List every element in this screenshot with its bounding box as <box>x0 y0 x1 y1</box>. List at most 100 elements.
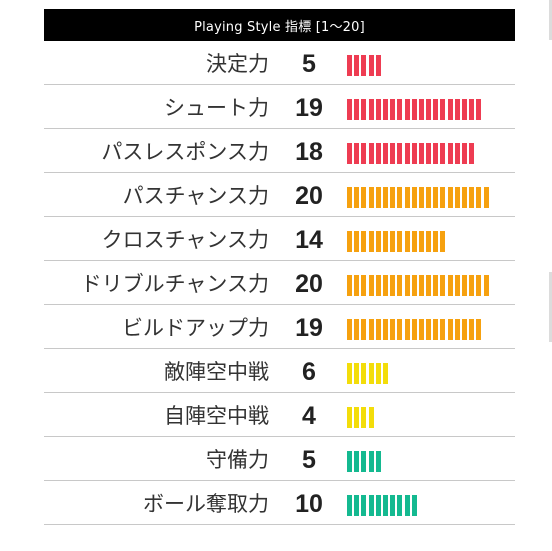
bar-segment <box>375 55 381 76</box>
stat-row: クロスチャンス力 14 <box>44 217 515 261</box>
bar-segment <box>382 275 388 296</box>
bar-segment <box>361 187 367 208</box>
bar-segment <box>404 275 410 296</box>
stat-bar <box>347 231 448 252</box>
bar-segment <box>361 55 367 76</box>
stat-row: 自陣空中戦 4 <box>44 393 515 437</box>
bar-segment <box>447 275 453 296</box>
right-edge-divider-mid <box>549 272 552 342</box>
stat-bar <box>347 99 484 120</box>
stat-value: 14 <box>295 226 323 254</box>
bar-segment <box>411 319 417 340</box>
bar-segment <box>361 451 367 472</box>
bar-segment <box>375 143 381 164</box>
bar-segment <box>433 99 439 120</box>
bar-segment <box>375 495 381 516</box>
bar-segment <box>375 319 381 340</box>
stat-value: 5 <box>302 446 316 474</box>
bar-segment <box>375 187 381 208</box>
bar-segment <box>483 187 489 208</box>
bar-segment <box>382 495 388 516</box>
bar-segment <box>347 407 352 428</box>
stat-bar <box>347 275 491 296</box>
bar-segment <box>447 187 453 208</box>
stat-label: 守備力 <box>206 448 269 472</box>
bar-segment <box>404 495 410 516</box>
bar-segment <box>411 231 417 252</box>
bar-segment <box>411 187 417 208</box>
bar-segment <box>476 319 482 340</box>
bar-segment <box>469 319 475 340</box>
bar-segment <box>347 319 352 340</box>
bar-segment <box>382 231 388 252</box>
stat-bar <box>347 495 419 516</box>
stat-bar <box>347 407 376 428</box>
bar-segment <box>426 275 432 296</box>
bar-segment <box>354 275 360 296</box>
bar-segment <box>447 99 453 120</box>
stat-row: 決定力 5 <box>44 41 515 85</box>
stat-row: シュート力 19 <box>44 85 515 129</box>
stat-bar <box>347 319 484 340</box>
stat-value: 19 <box>295 94 323 122</box>
bar-segment <box>354 55 360 76</box>
stat-label: ボール奪取力 <box>143 492 269 516</box>
stat-value: 6 <box>302 358 316 386</box>
bar-segment <box>418 231 424 252</box>
bar-segment <box>368 451 374 472</box>
bar-segment <box>397 319 403 340</box>
bar-segment <box>375 99 381 120</box>
bar-segment <box>476 275 482 296</box>
bar-segment <box>347 495 352 516</box>
bar-segment <box>368 407 374 428</box>
bar-segment <box>347 451 352 472</box>
bar-segment <box>368 55 374 76</box>
stat-row: ビルドアップ力 19 <box>44 305 515 349</box>
stat-row: 守備力 5 <box>44 437 515 481</box>
bar-segment <box>361 363 367 384</box>
bar-segment <box>454 187 460 208</box>
stat-value: 20 <box>295 182 323 210</box>
bar-segment <box>433 231 439 252</box>
bar-segment <box>397 99 403 120</box>
bar-segment <box>361 99 367 120</box>
bar-segment <box>418 99 424 120</box>
bar-segment <box>361 143 367 164</box>
bar-segment <box>390 275 396 296</box>
bar-segment <box>368 319 374 340</box>
bar-segment <box>411 143 417 164</box>
bar-segment <box>404 99 410 120</box>
bar-segment <box>361 495 367 516</box>
bar-segment <box>375 363 381 384</box>
bar-segment <box>476 187 482 208</box>
bar-segment <box>447 143 453 164</box>
bar-segment <box>418 187 424 208</box>
bar-segment <box>354 99 360 120</box>
stat-bar <box>347 55 383 76</box>
bar-segment <box>382 99 388 120</box>
bar-segment <box>440 99 446 120</box>
bar-segment <box>347 99 352 120</box>
bar-segment <box>426 143 432 164</box>
bar-segment <box>462 187 467 208</box>
bar-segment <box>397 275 403 296</box>
stat-value: 10 <box>295 490 323 518</box>
bar-segment <box>440 143 446 164</box>
table-header: Playing Style 指標 [1〜20] <box>44 9 515 41</box>
bar-segment <box>418 319 424 340</box>
stat-value: 18 <box>295 138 323 166</box>
bar-segment <box>454 99 460 120</box>
stat-row: ドリブルチャンス力 20 <box>44 261 515 305</box>
bar-segment <box>361 407 367 428</box>
bar-segment <box>476 99 482 120</box>
bar-segment <box>426 319 432 340</box>
bar-segment <box>347 231 352 252</box>
bar-segment <box>397 231 403 252</box>
stat-label: シュート力 <box>164 96 269 120</box>
bar-segment <box>390 231 396 252</box>
bar-segment <box>404 231 410 252</box>
stat-label: ドリブルチャンス力 <box>80 272 269 296</box>
bar-segment <box>354 187 360 208</box>
bar-segment <box>426 99 432 120</box>
bar-segment <box>361 231 367 252</box>
